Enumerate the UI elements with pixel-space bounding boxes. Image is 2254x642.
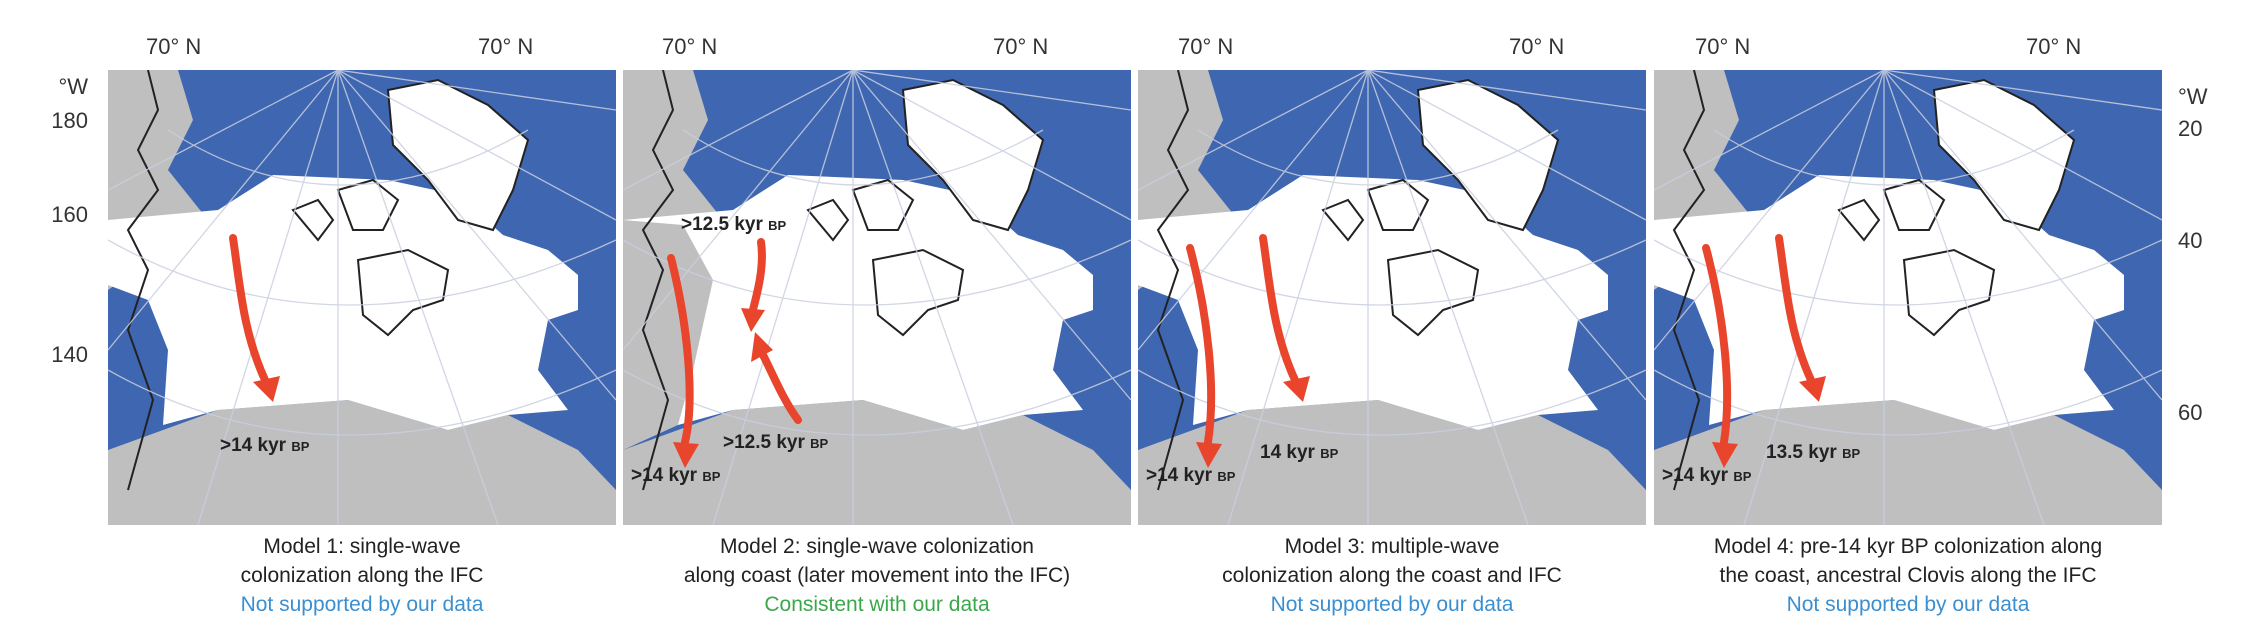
date-label: 13.5 kyr BP: [1766, 442, 1861, 463]
map-graphic: [623, 70, 1131, 525]
lat-label: 70° N: [478, 34, 534, 59]
verdict-text: Not supported by our data: [1786, 593, 2030, 616]
caption-model-3: Model 3: multiple-wave colonization alon…: [1138, 532, 1646, 619]
right-axis-tick: 20: [2178, 116, 2203, 141]
map-panel-4: 13.5 kyr BP >14 kyr BP: [1654, 70, 2162, 525]
date-label: >14 kyr BP: [220, 435, 310, 456]
date-label: 14 kyr BP: [1260, 442, 1339, 463]
migration-arrow: [759, 351, 802, 424]
right-axis-unit: °W: [2178, 84, 2208, 109]
arrowhead: [253, 376, 280, 402]
arrowhead: [741, 308, 765, 332]
map-graphic: [1654, 70, 2162, 525]
map-graphic: [108, 70, 616, 525]
arrowhead: [1799, 376, 1826, 402]
arrowhead: [1283, 376, 1310, 402]
date-label: >12.5 kyr BP: [723, 432, 829, 453]
lat-label: 70° N: [2026, 34, 2082, 59]
lat-label: 70° N: [1509, 34, 1565, 59]
right-axis-tick: 60: [2178, 400, 2203, 425]
migration-arrow: [1775, 234, 1815, 384]
date-label: >14 kyr BP: [631, 465, 721, 486]
verdict-text: Consistent with our data: [764, 593, 990, 616]
caption-line: along coast (later movement into the IFC…: [683, 564, 1071, 587]
map-graphic: [1138, 70, 1646, 525]
arrowhead: [673, 442, 699, 468]
lat-label: 70° N: [1178, 34, 1234, 59]
lat-label: 70° N: [662, 34, 718, 59]
caption-model-1: Model 1: single-wave colonization along …: [108, 532, 616, 619]
migration-arrow: [667, 254, 694, 446]
arrowhead: [1712, 442, 1738, 468]
caption-line: colonization along the IFC: [240, 564, 484, 587]
caption-line: colonization along the coast and IFC: [1222, 564, 1562, 587]
date-label: >12.5 kyr BP: [681, 214, 787, 235]
lat-label: 70° N: [993, 34, 1049, 59]
left-axis-unit: °W: [58, 74, 88, 99]
left-axis-tick: 160: [51, 202, 88, 227]
migration-arrow: [1186, 244, 1216, 446]
left-axis-tick: 180: [51, 108, 88, 133]
arrowhead: [751, 332, 773, 362]
caption-line: Model 4: pre-14 kyr BP colonization alon…: [1713, 535, 2103, 558]
lat-label: 70° N: [1695, 34, 1751, 59]
map-panel-1: >14 kyr BP: [108, 70, 616, 525]
verdict-text: Not supported by our data: [1270, 593, 1514, 616]
arrowhead: [1196, 442, 1222, 468]
caption-model-2: Model 2: single-wave colonization along …: [623, 532, 1131, 619]
lat-label: 70° N: [146, 34, 202, 59]
caption-line: the coast, ancestral Clovis along the IF…: [1719, 564, 2097, 587]
caption-line: Model 1: single-wave: [263, 535, 461, 558]
date-label: >14 kyr BP: [1146, 465, 1236, 486]
verdict-text: Not supported by our data: [240, 593, 484, 616]
map-panel-2: >12.5 kyr BP >12.5 kyr BP >14 kyr BP: [623, 70, 1131, 525]
migration-arrow: [749, 238, 766, 314]
caption-model-4: Model 4: pre-14 kyr BP colonization alon…: [1654, 532, 2162, 619]
map-panel-3: 14 kyr BP >14 kyr BP: [1138, 70, 1646, 525]
caption-line: Model 2: single-wave colonization: [719, 535, 1034, 558]
migration-arrow: [1702, 244, 1732, 446]
migration-arrow: [229, 234, 269, 384]
date-label: >14 kyr BP: [1662, 465, 1752, 486]
migration-arrow: [1259, 234, 1299, 384]
right-axis-tick: 40: [2178, 228, 2203, 253]
left-axis-tick: 140: [51, 342, 88, 367]
caption-line: Model 3: multiple-wave: [1284, 535, 1500, 558]
